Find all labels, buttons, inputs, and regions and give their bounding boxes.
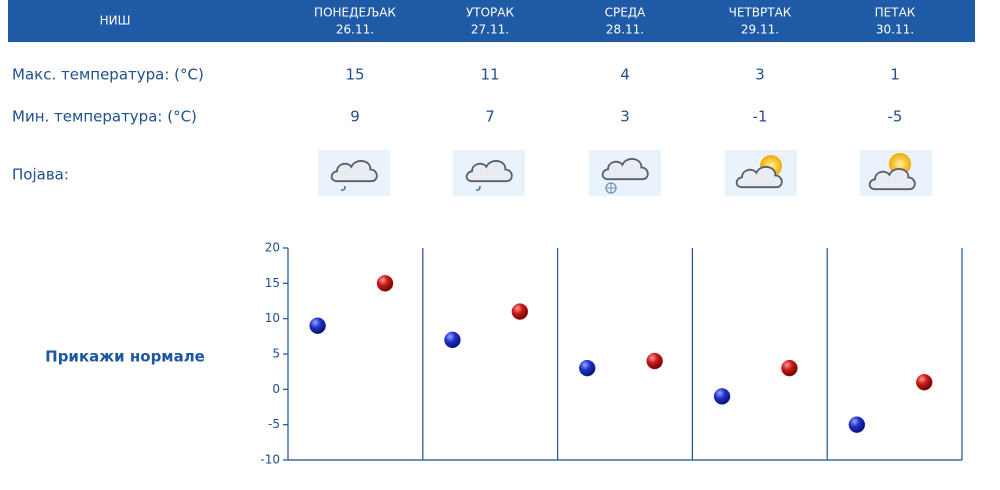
weather-icon [725,150,797,196]
temperature-value: -1 [753,108,768,126]
temperature-value: 3 [755,66,765,84]
min-temperature-point [848,416,866,433]
day-date: 27.11. [471,23,509,37]
weather-icon [318,150,390,196]
y-tick-label: 20 [265,241,280,255]
day-name: ПОНЕДЕЉАК [314,6,396,20]
day-date: 26.11. [336,23,374,37]
show-normals-link[interactable]: Прикажи нормале [45,348,205,366]
max-temperature-point [916,374,933,391]
day-date: 30.11. [876,23,914,37]
y-tick-label: 15 [265,276,280,290]
temperature-value: 1 [890,66,900,84]
temperature-chart: -10 -5 0 5 10 15 20 [260,241,963,467]
min-temperature-point [579,359,596,377]
y-tick-label: 10 [265,311,280,325]
y-tick-label: -5 [268,417,280,431]
max-temperature-point [376,275,394,292]
min-temperature-point [309,317,326,334]
temperature-value: 4 [620,66,630,84]
row-label: Мин. температура: (°C) [12,108,197,126]
temperature-value: 11 [480,66,499,84]
temperature-value: 9 [350,108,360,126]
y-tick-label: 5 [272,347,280,361]
temperature-value: 15 [345,66,364,84]
weather-icon [860,150,932,196]
city-name: НИШ [100,14,131,28]
max-temperature-point [646,352,663,370]
temperature-value: -5 [888,108,903,126]
weather-icon [453,150,525,196]
row-label: Појава: [12,166,69,184]
temperature-value: 7 [485,108,495,126]
day-name: СРЕДА [605,6,647,20]
y-tick-label: 0 [272,382,280,396]
y-tick-label: -10 [260,453,280,467]
max-temperature-point [511,303,529,320]
row-label: Макс. температура: (°C) [12,66,204,84]
header-bar [8,0,975,42]
day-name: ЧЕТВРТАК [729,6,792,20]
min-temperature-point [713,388,731,405]
day-name: ПЕТАК [875,6,916,20]
max-temperature-point [781,359,798,377]
day-date: 29.11. [741,23,779,37]
temperature-value: 3 [620,108,630,126]
day-date: 28.11. [606,23,644,37]
min-temperature-point [444,331,461,349]
day-name: УТОРАК [466,6,515,20]
weather-icon [589,150,661,196]
